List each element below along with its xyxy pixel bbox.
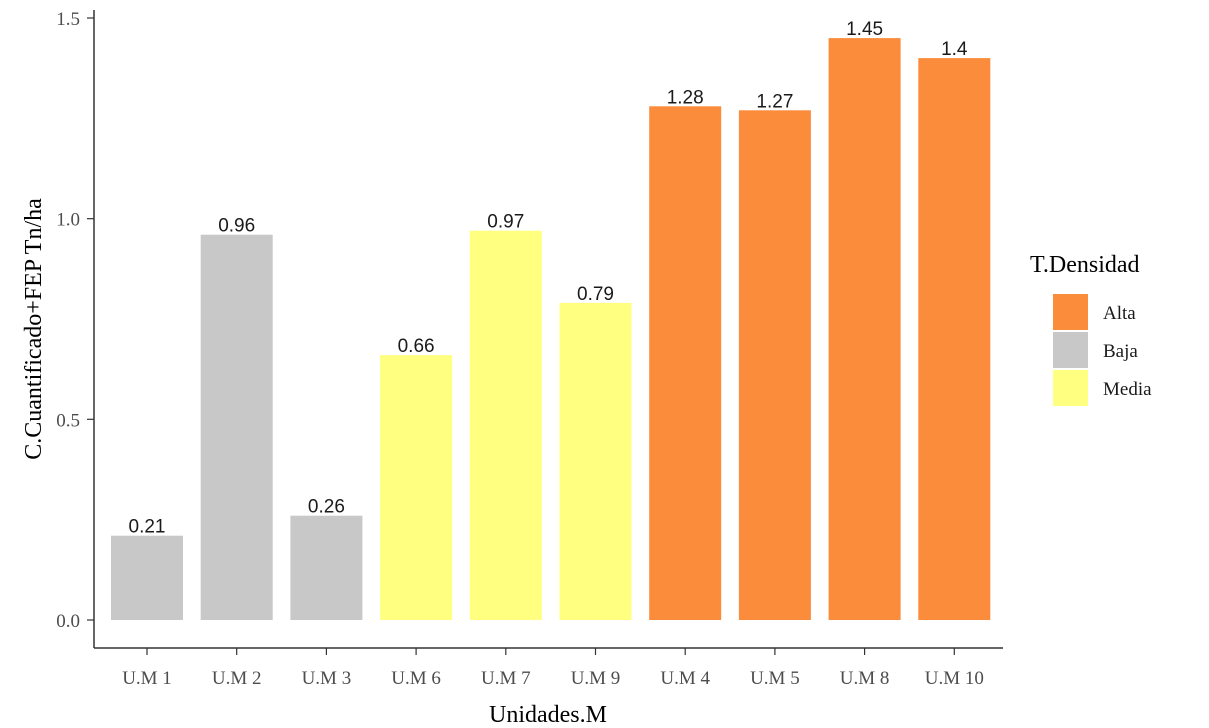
axes: [93, 10, 1003, 649]
x-tick-label: U.M 3: [302, 668, 352, 689]
x-tick-label: U.M 7: [481, 668, 531, 689]
bars: [111, 38, 991, 621]
y-tick-label: 1.0: [56, 210, 80, 231]
y-tick-label: 0.5: [56, 410, 80, 431]
y-tick-label: 0.0: [56, 611, 80, 632]
bar-um-7: [469, 230, 542, 620]
x-tick-label: U.M 8: [840, 668, 890, 689]
y-axis-title: C.Cuantificado+FEP Tn/ha: [21, 198, 47, 460]
y-axis-ticks: 0.0 0.5 1.0 1.5: [56, 9, 94, 632]
bar-value-label: 1.4: [941, 39, 968, 60]
bar-um-10: [918, 58, 991, 621]
bar-value-label: 0.97: [487, 212, 524, 233]
bar-um-6: [380, 355, 453, 620]
legend-key-alta: [1053, 294, 1088, 330]
bar-um-8: [828, 38, 901, 621]
bar-um-5: [738, 110, 811, 621]
x-tick-label: U.M 1: [122, 668, 172, 689]
y-tick-label: 1.5: [56, 9, 80, 30]
bar-value-label: 0.66: [398, 336, 435, 357]
bar-value-label: 0.21: [129, 517, 166, 538]
bar-value-label: 0.96: [218, 216, 255, 237]
legend-entries: Alta Baja Media: [1053, 294, 1152, 406]
x-tick-label: U.M 10: [925, 668, 984, 689]
legend-label-alta: Alta: [1103, 303, 1136, 324]
legend-label-baja: Baja: [1103, 341, 1138, 362]
legend-key-media: [1053, 370, 1088, 406]
bar-value-label: 0.26: [308, 497, 345, 518]
bar-value-label: 0.79: [577, 284, 614, 305]
x-tick-label: U.M 6: [391, 668, 441, 689]
bar-um-4: [649, 106, 722, 621]
bar-value-label: 1.45: [846, 19, 883, 40]
legend-label-media: Media: [1103, 379, 1152, 400]
legend-key-baja: [1053, 332, 1088, 368]
legend: T.Densidad Alta Baja Media: [1030, 252, 1152, 406]
bar-um-9: [559, 302, 632, 620]
bar-um-1: [111, 535, 183, 620]
x-tick-label: U.M 9: [571, 668, 621, 689]
bar-um-2: [200, 234, 273, 620]
x-tick-label: U.M 2: [212, 668, 262, 689]
bar-value-label: 1.27: [756, 91, 793, 112]
bar-value-label: 1.28: [667, 87, 704, 108]
x-tick-label: U.M 5: [750, 668, 800, 689]
data-labels: 0.21 0.96 0.26 0.66 0.97 0.79 1.28 1.27 1.45 1.4: [129, 19, 968, 538]
x-tick-label: U.M 4: [660, 668, 710, 689]
legend-title: T.Densidad: [1030, 252, 1140, 278]
bar-um-3: [290, 515, 363, 620]
x-axis-title: Unidades.M: [489, 702, 607, 728]
x-axis-ticks: U.M 1 U.M 2 U.M 3 U.M 6 U.M 7 U.M 9 U.M 4 U.M 5…: [122, 648, 984, 689]
